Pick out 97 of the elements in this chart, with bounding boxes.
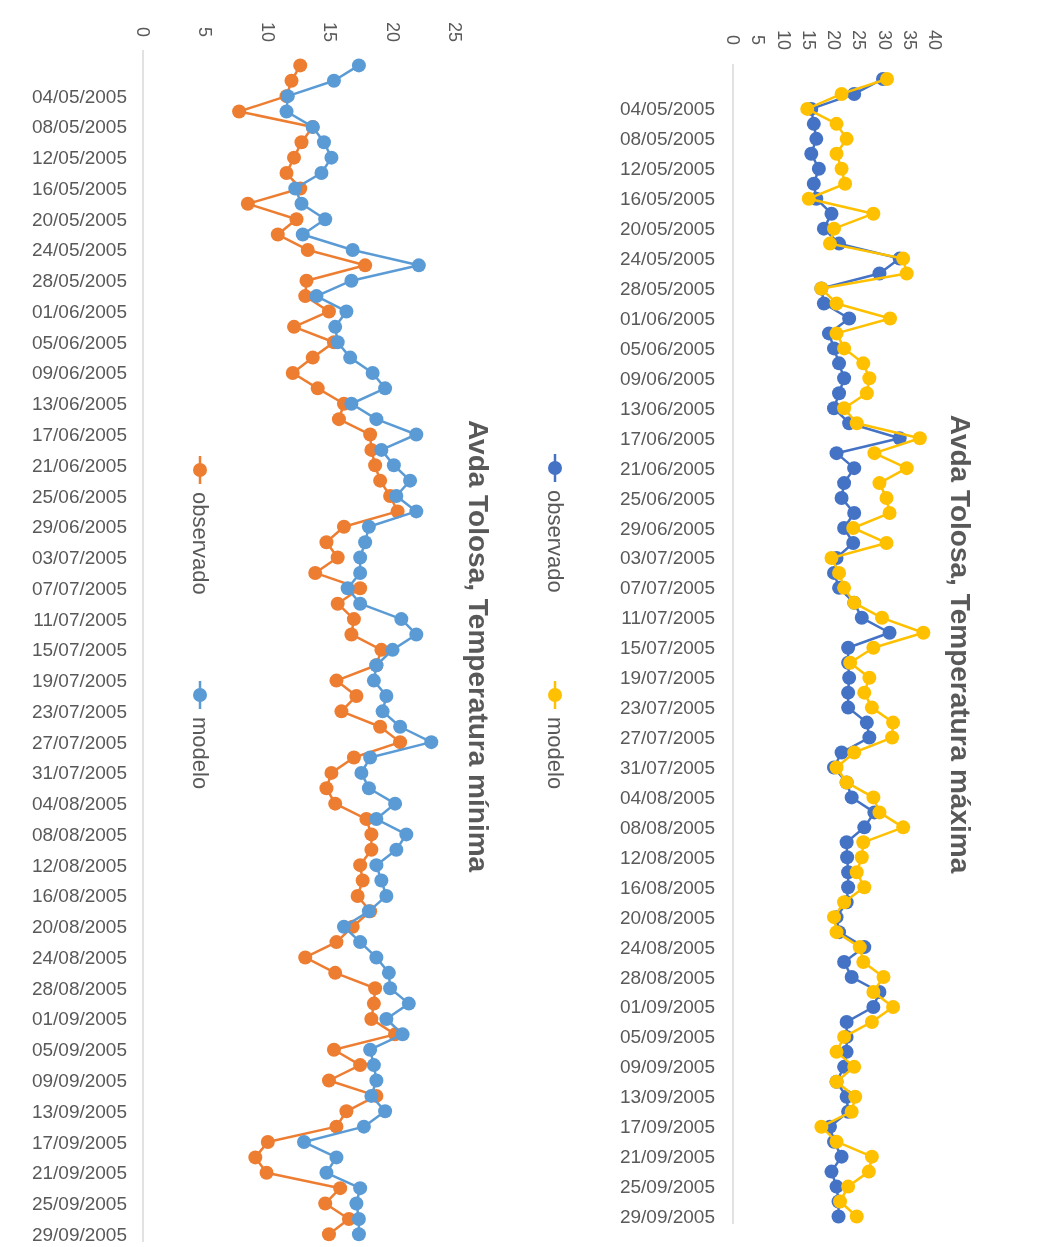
y-tick-label: 12/08/2005 <box>31 854 127 876</box>
y-tick-label: 25/09/2005 <box>619 1176 715 1198</box>
y-tick-label: 15/07/2005 <box>619 637 715 659</box>
y-tick-label: 25/06/2005 <box>619 487 715 509</box>
y-tick-label: 05/09/2005 <box>619 1026 715 1048</box>
y-tick-label: 09/06/2005 <box>31 362 127 384</box>
y-tick-label: 16/05/2005 <box>31 177 127 199</box>
legend-label: observado <box>187 492 213 595</box>
y-tick-label: 08/08/2005 <box>31 823 127 845</box>
y-tick-label: 09/06/2005 <box>619 367 715 389</box>
y-tick-label: 05/06/2005 <box>619 337 715 359</box>
y-tick-label: 05/09/2005 <box>31 1039 127 1061</box>
y-tick-label: 28/05/2005 <box>619 278 715 300</box>
y-tick-label: 31/07/2005 <box>619 756 715 778</box>
x-tick-label: 0 <box>723 34 743 46</box>
y-tick-label: 15/07/2005 <box>31 639 127 661</box>
y-tick-label: 21/09/2005 <box>31 1162 127 1184</box>
y-tick-label: 01/09/2005 <box>31 1008 127 1030</box>
y-tick-label: 27/07/2005 <box>619 727 715 749</box>
y-tick-label: 21/06/2005 <box>31 454 127 476</box>
y-tick-label: 09/09/2005 <box>619 1056 715 1078</box>
y-tick-label: 24/05/2005 <box>31 239 127 261</box>
y-tick-label: 13/06/2005 <box>619 397 715 419</box>
y-tick-label: 04/05/2005 <box>31 85 127 107</box>
x-tick-label: 15 <box>798 29 819 51</box>
y-tick-label: 08/05/2005 <box>31 116 127 138</box>
y-tick-label: 19/07/2005 <box>619 667 715 689</box>
y-tick-label: 31/07/2005 <box>31 762 127 784</box>
legend-label: observado <box>542 490 568 593</box>
y-tick-label: 20/08/2005 <box>619 906 715 928</box>
y-tick-label: 24/05/2005 <box>619 248 715 270</box>
y-tick-label: 28/05/2005 <box>31 270 127 292</box>
y-tick-label: 11/07/2005 <box>33 608 127 630</box>
y-tick-label: 29/09/2005 <box>31 1223 127 1245</box>
x-tick-label: 0 <box>133 26 153 38</box>
y-tick-label: 21/09/2005 <box>619 1146 715 1168</box>
y-tick-label: 16/08/2005 <box>31 885 127 907</box>
text: Avda Tolosa, Temperatura mínima <box>462 419 494 873</box>
y-tick-label: 25/06/2005 <box>31 485 127 507</box>
y-tick-label: 28/08/2005 <box>31 977 127 999</box>
y-tick-label: 03/07/2005 <box>619 547 715 569</box>
y-tick-label: 07/07/2005 <box>31 577 127 599</box>
x-tick-label: 10 <box>773 29 794 51</box>
y-tick-label: 13/09/2005 <box>619 1086 715 1108</box>
y-tick-label: 16/05/2005 <box>619 188 715 210</box>
x-tick-label: 5 <box>195 26 216 38</box>
x-tick-label: 25 <box>445 21 465 43</box>
y-tick-label: 04/08/2005 <box>619 786 715 808</box>
y-tick-label: 04/05/2005 <box>619 98 715 120</box>
x-tick-label: 20 <box>382 21 403 43</box>
y-tick-label: 07/07/2005 <box>619 577 715 599</box>
y-tick-label: 08/08/2005 <box>619 816 715 838</box>
y-tick-label: 01/06/2005 <box>619 307 715 329</box>
y-tick-label: 29/09/2005 <box>619 1206 715 1228</box>
y-tick-label: 17/09/2005 <box>31 1131 127 1153</box>
y-tick-label: 24/08/2005 <box>619 936 715 958</box>
y-tick-label: 16/08/2005 <box>619 876 715 898</box>
x-tick-label: 25 <box>849 29 870 51</box>
y-tick-label: 20/08/2005 <box>31 916 127 938</box>
legend-label: modelo <box>542 717 568 790</box>
y-tick-label: 04/08/2005 <box>31 793 127 815</box>
x-tick-label: 30 <box>874 29 895 51</box>
y-tick-label: 12/05/2005 <box>31 147 127 169</box>
y-tick-label: 25/09/2005 <box>31 1193 127 1215</box>
y-tick-label: 09/09/2005 <box>31 1070 127 1091</box>
y-tick-label: 24/08/2005 <box>31 946 127 968</box>
y-tick-label: 29/06/2005 <box>31 516 127 538</box>
y-tick-label: 17/06/2005 <box>31 424 127 446</box>
y-tick-label: 17/06/2005 <box>619 427 715 449</box>
legend-label: modelo <box>187 717 213 790</box>
y-tick-label: 21/06/2005 <box>619 457 715 479</box>
y-tick-label: 03/07/2005 <box>31 547 127 569</box>
y-tick-label: 28/08/2005 <box>619 966 715 988</box>
y-tick-label: 23/07/2005 <box>619 697 715 719</box>
text: Avda Tolosa, Temperatura máxima <box>944 414 976 874</box>
x-tick-label: 40 <box>925 29 945 51</box>
x-tick-label: 5 <box>748 34 769 46</box>
y-tick-label: 12/08/2005 <box>619 846 715 868</box>
y-tick-label: 27/07/2005 <box>31 731 127 753</box>
y-tick-label: 08/05/2005 <box>619 128 715 150</box>
y-tick-label: 20/05/2005 <box>619 218 715 240</box>
x-tick-label: 35 <box>899 29 920 51</box>
y-tick-label: 01/09/2005 <box>619 996 715 1018</box>
y-tick-label: 29/06/2005 <box>619 517 715 539</box>
y-tick-label: 20/05/2005 <box>31 208 127 230</box>
y-tick-label: 19/07/2005 <box>31 670 127 692</box>
y-tick-label: 01/06/2005 <box>31 300 127 322</box>
y-tick-label: 13/06/2005 <box>31 393 127 415</box>
x-tick-label: 20 <box>824 29 844 51</box>
y-tick-label: 11/07/2005 <box>621 607 715 629</box>
y-tick-label: 12/05/2005 <box>619 158 715 180</box>
y-tick-label: 05/06/2005 <box>31 331 127 353</box>
x-tick-label: 15 <box>320 21 341 43</box>
y-tick-label: 17/09/2005 <box>619 1116 715 1138</box>
x-tick-label: 10 <box>257 21 278 43</box>
y-tick-label: 13/09/2005 <box>31 1100 127 1122</box>
y-tick-label: 23/07/2005 <box>31 700 127 722</box>
